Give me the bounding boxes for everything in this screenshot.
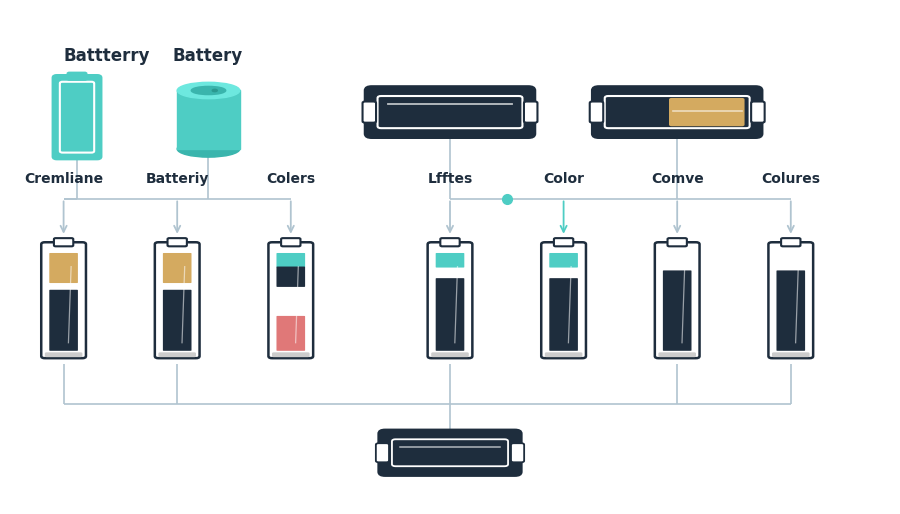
FancyBboxPatch shape [45,352,83,357]
FancyBboxPatch shape [50,253,78,283]
FancyBboxPatch shape [668,238,687,246]
FancyBboxPatch shape [655,242,699,358]
FancyBboxPatch shape [593,87,761,137]
FancyBboxPatch shape [541,242,586,358]
Text: Battterry: Battterry [64,47,150,65]
FancyBboxPatch shape [549,253,578,268]
FancyBboxPatch shape [54,238,73,246]
FancyBboxPatch shape [276,316,305,351]
FancyBboxPatch shape [769,242,813,358]
Bar [177,90,239,149]
FancyBboxPatch shape [544,352,582,357]
FancyBboxPatch shape [272,352,310,357]
Text: Colers: Colers [266,172,315,186]
Text: Batteriy: Batteriy [146,172,209,186]
FancyBboxPatch shape [281,238,301,246]
FancyBboxPatch shape [163,290,192,351]
FancyBboxPatch shape [777,270,806,351]
Text: Cremliane: Cremliane [24,172,104,186]
FancyBboxPatch shape [276,253,305,268]
Ellipse shape [192,86,226,95]
Text: Comve: Comve [651,172,704,186]
FancyBboxPatch shape [663,270,691,351]
FancyBboxPatch shape [363,101,376,123]
FancyBboxPatch shape [68,72,86,80]
FancyBboxPatch shape [365,87,535,137]
FancyBboxPatch shape [781,238,800,246]
FancyBboxPatch shape [428,242,473,358]
Text: Colures: Colures [761,172,820,186]
FancyBboxPatch shape [440,238,460,246]
Ellipse shape [177,82,239,99]
FancyBboxPatch shape [669,98,744,126]
FancyBboxPatch shape [554,238,573,246]
FancyBboxPatch shape [436,253,464,268]
Ellipse shape [177,141,239,157]
FancyBboxPatch shape [605,96,750,128]
FancyBboxPatch shape [155,242,200,358]
FancyBboxPatch shape [167,238,187,246]
FancyBboxPatch shape [41,242,86,358]
FancyBboxPatch shape [268,242,313,358]
FancyBboxPatch shape [158,352,196,357]
FancyBboxPatch shape [379,430,521,475]
FancyBboxPatch shape [50,290,78,351]
FancyBboxPatch shape [752,101,765,123]
FancyBboxPatch shape [772,352,810,357]
FancyBboxPatch shape [436,278,464,351]
FancyBboxPatch shape [431,352,469,357]
Text: Battery: Battery [173,47,243,65]
FancyBboxPatch shape [59,82,94,153]
Text: Lfftes: Lfftes [428,172,473,186]
FancyBboxPatch shape [276,267,305,287]
FancyBboxPatch shape [376,443,389,462]
FancyBboxPatch shape [590,101,603,123]
Ellipse shape [212,89,217,91]
FancyBboxPatch shape [524,101,537,123]
FancyBboxPatch shape [163,253,192,283]
FancyBboxPatch shape [659,352,696,357]
FancyBboxPatch shape [511,443,524,462]
Text: Color: Color [543,172,584,186]
FancyBboxPatch shape [392,439,508,466]
FancyBboxPatch shape [377,96,522,128]
FancyBboxPatch shape [549,278,578,351]
FancyBboxPatch shape [53,76,101,159]
